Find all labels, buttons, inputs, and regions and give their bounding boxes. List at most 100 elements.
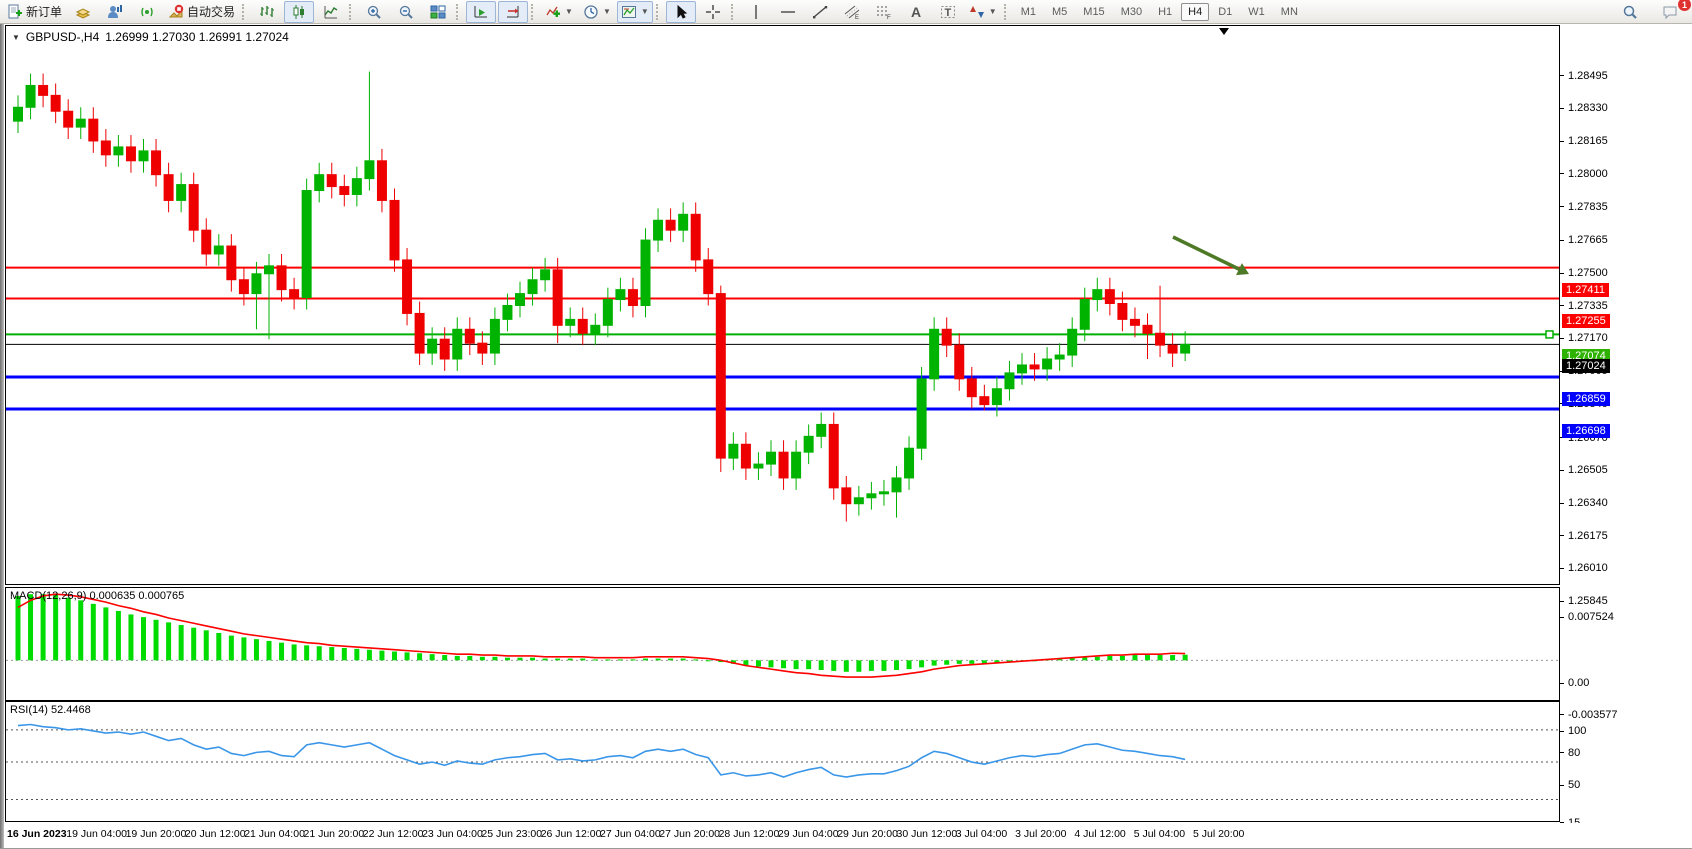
macd-hist-bar	[768, 660, 774, 668]
trendline-button[interactable]	[805, 1, 835, 23]
timeframe-m5-button[interactable]: M5	[1052, 5, 1068, 18]
crosshair-icon	[705, 4, 720, 19]
indicators-button[interactable]: ▼	[541, 1, 577, 23]
timeframe-h4-button[interactable]: H4	[1181, 2, 1210, 21]
macd-hist-bar	[617, 659, 623, 661]
signals-button[interactable]	[132, 1, 162, 23]
metaeditor-icon	[75, 7, 91, 19]
macd-hist-bar	[919, 660, 925, 668]
candle-body	[1180, 343, 1191, 354]
candle-body	[314, 174, 325, 192]
templates-button[interactable]: ▼	[616, 0, 653, 23]
main-chart-panel[interactable]: ▼ GBPUSD-,H4 1.26999 1.27030 1.26991 1.2…	[5, 25, 1560, 585]
market-watch-button[interactable]	[100, 1, 130, 23]
candle-body	[489, 318, 500, 354]
toolbar-separator	[242, 3, 249, 20]
chevron-down-icon[interactable]: ▼	[988, 7, 997, 16]
macd-hist-bar	[1069, 657, 1075, 661]
new-order-button[interactable]: 新订单	[3, 1, 66, 23]
macd-hist-bar	[956, 660, 962, 664]
text-label-button[interactable]: T	[933, 1, 963, 23]
search-button[interactable]	[1615, 1, 1645, 23]
auto-trading-button[interactable]: 自动交易	[164, 1, 239, 23]
equidistant-channel-button[interactable]: E	[837, 1, 867, 23]
time-tick-label: 5 Jul 20:00	[1193, 828, 1245, 840]
macd-hist-bar	[166, 622, 172, 661]
candlestick-chart-button[interactable]	[284, 0, 315, 23]
timeframe-h1-button[interactable]: H1	[1158, 5, 1173, 18]
tile-windows-button[interactable]	[423, 1, 453, 23]
macd-hist-bar	[981, 660, 987, 664]
macd-hist-bar	[542, 658, 548, 661]
vertical-line-button[interactable]	[741, 1, 771, 23]
macd-hist-bar	[693, 659, 699, 661]
candle-body	[100, 140, 111, 156]
zoom-out-button[interactable]	[391, 1, 421, 23]
candle-body	[703, 259, 714, 295]
timeframe-m1-button[interactable]: M1	[1020, 5, 1036, 18]
metaeditor-button[interactable]	[68, 1, 98, 23]
chart-collapse-arrow[interactable]: ▼	[12, 32, 20, 42]
zoom-in-button[interactable]	[359, 1, 389, 23]
candle-body	[929, 328, 940, 380]
bar-chart-button[interactable]	[252, 1, 282, 23]
candle-body	[878, 491, 889, 495]
arrows-icon	[969, 5, 984, 18]
timeframe-mn-button[interactable]: MN	[1280, 5, 1298, 18]
notifications-button[interactable]: 1	[1655, 0, 1691, 23]
candle-body	[615, 289, 626, 301]
macd-hist-bar	[831, 660, 837, 671]
price-axis[interactable]: 1.28495 1.28330 1.28165 1.28000 1.27835 1.276…	[1560, 24, 1692, 845]
macd-hist-bar	[329, 647, 335, 661]
time-axis[interactable]: 16 Jun 2023 19 Jun 04:00 19 Jun 20:00 20 Ju…	[5, 823, 1692, 848]
text-button[interactable]: A	[901, 1, 931, 23]
time-tick-label: 27 Jun 04:00	[600, 828, 661, 840]
macd-hist-bar	[730, 660, 736, 664]
horizontal-line-button[interactable]	[773, 1, 803, 23]
svg-text:T: T	[944, 7, 951, 19]
macd-hist-bar	[1170, 655, 1176, 661]
macd-hist-bar	[115, 610, 121, 661]
macd-hist-bar	[429, 654, 435, 661]
candle-body	[904, 447, 915, 479]
timeframe-m15-button[interactable]: M15	[1083, 5, 1105, 18]
macd-panel[interactable]: MACD(12,26,9) 0.000635 0.000765	[5, 587, 1560, 701]
indicators-icon	[546, 6, 561, 17]
macd-hist-bar	[379, 650, 385, 661]
chevron-down-icon[interactable]: ▼	[565, 7, 573, 16]
chevron-down-icon[interactable]: ▼	[602, 7, 611, 16]
cursor-button[interactable]	[665, 0, 696, 23]
macd-hist-bar	[153, 619, 159, 661]
line-handle[interactable]	[1545, 330, 1554, 339]
timeframe-d1-button[interactable]: D1	[1218, 5, 1233, 18]
arrow-annotation[interactable]	[1172, 235, 1243, 273]
periods-button[interactable]: ▼	[579, 1, 615, 23]
toolbar-separator	[655, 3, 663, 20]
crosshair-button[interactable]	[698, 1, 728, 23]
rsi-line	[17, 723, 1186, 778]
rsi-panel[interactable]: RSI(14) 52.4468	[5, 701, 1560, 822]
macd-hist-bar	[65, 597, 71, 661]
arrows-button[interactable]: ▼	[965, 1, 1001, 23]
market-watch-icon	[108, 4, 123, 18]
candle-body	[1017, 364, 1027, 374]
timeframe-w1-button[interactable]: W1	[1248, 5, 1265, 18]
chart-shift-button[interactable]	[498, 0, 529, 23]
price-tick-label: 1.26175	[1560, 530, 1608, 542]
chevron-down-icon[interactable]: ▼	[640, 7, 649, 16]
macd-hist-bar	[241, 637, 247, 661]
candle-body	[828, 423, 839, 489]
candle-body	[1142, 324, 1153, 334]
timeframe-m30-button[interactable]: M30	[1120, 5, 1143, 18]
candle-body	[464, 328, 475, 344]
macd-hist-bar	[668, 658, 674, 661]
fibonacci-button[interactable]: F	[869, 1, 899, 23]
candle-body	[627, 289, 638, 306]
candle-body	[502, 304, 513, 320]
chart-shift-marker[interactable]	[1219, 28, 1229, 35]
line-chart-button[interactable]	[316, 1, 346, 23]
auto-scroll-button[interactable]	[466, 0, 497, 23]
toolbar-separator	[531, 3, 538, 20]
candle-body	[251, 273, 262, 295]
candle-body	[138, 150, 149, 162]
